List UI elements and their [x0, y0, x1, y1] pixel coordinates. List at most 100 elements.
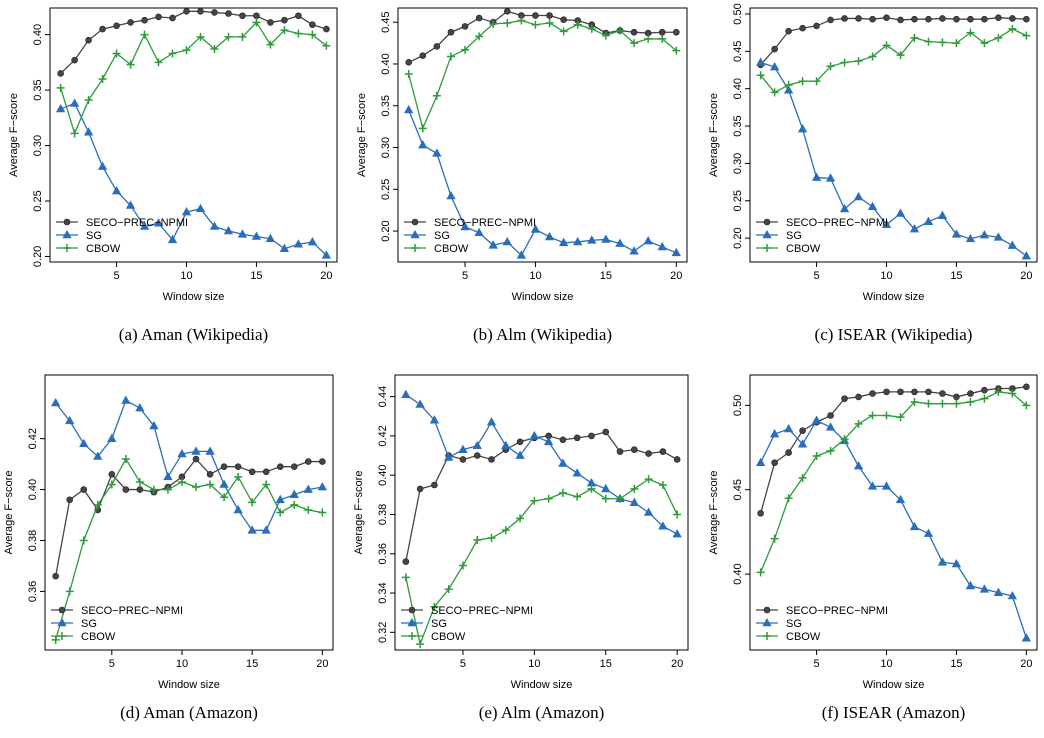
- legend-label: SECO−PREC−NPMI: [434, 217, 536, 229]
- x-tick-label: 15: [250, 270, 262, 282]
- marker: [517, 16, 526, 25]
- marker: [55, 103, 66, 113]
- marker: [897, 388, 904, 396]
- marker: [658, 481, 667, 489]
- x-tick-label: 20: [316, 658, 328, 670]
- marker: [812, 451, 821, 460]
- y-tick-label: 0.40: [27, 479, 39, 500]
- legend-marker: [58, 606, 66, 614]
- marker: [1023, 383, 1030, 391]
- x-tick-label: 15: [950, 658, 962, 670]
- marker: [113, 22, 120, 30]
- marker: [516, 438, 524, 446]
- marker: [965, 233, 976, 243]
- marker: [219, 479, 229, 488]
- y-tick-label: 0.20: [732, 227, 744, 248]
- x-tick-label: 5: [114, 270, 120, 282]
- marker: [854, 419, 863, 428]
- marker: [826, 62, 835, 71]
- marker: [881, 219, 892, 228]
- marker: [121, 395, 131, 404]
- marker: [826, 446, 835, 455]
- legend-marker: [763, 218, 771, 226]
- marker: [756, 71, 765, 80]
- marker: [938, 38, 947, 47]
- marker: [168, 49, 177, 58]
- marker: [57, 70, 64, 77]
- marker: [459, 456, 467, 463]
- y-axis-label: Average F−score: [356, 93, 368, 177]
- marker: [785, 449, 792, 456]
- marker: [1007, 240, 1018, 249]
- y-tick-label: 0.25: [732, 190, 744, 211]
- marker: [192, 455, 200, 463]
- x-tick-label: 5: [814, 658, 820, 670]
- x-tick-label: 20: [320, 270, 332, 282]
- marker: [529, 430, 540, 440]
- x-tick-label: 20: [670, 270, 682, 282]
- series-line: [408, 109, 677, 257]
- y-tick-label: 0.36: [27, 581, 39, 602]
- marker: [294, 29, 303, 38]
- marker: [237, 229, 248, 238]
- marker: [182, 46, 191, 55]
- marker: [225, 10, 232, 17]
- marker: [516, 250, 527, 259]
- marker: [444, 585, 453, 594]
- marker: [322, 41, 331, 50]
- marker: [995, 14, 1002, 22]
- marker: [262, 480, 271, 489]
- marker: [799, 24, 806, 32]
- series-line: [55, 399, 323, 531]
- marker: [868, 411, 877, 420]
- plot-frame: [749, 374, 1038, 651]
- marker: [784, 80, 793, 89]
- marker: [248, 498, 257, 507]
- marker: [896, 51, 905, 60]
- marker: [486, 417, 497, 426]
- x-tick-label: 5: [460, 658, 466, 670]
- marker: [841, 15, 848, 22]
- marker: [52, 572, 59, 580]
- legend-label: CBOW: [434, 243, 469, 255]
- y-tick-label: 0.30: [380, 137, 392, 158]
- marker: [783, 85, 794, 94]
- marker: [401, 573, 410, 582]
- marker: [643, 507, 654, 516]
- marker: [981, 386, 988, 394]
- legend-label: CBOW: [431, 631, 466, 643]
- marker: [321, 250, 332, 259]
- marker: [458, 444, 468, 453]
- legend-marker: [58, 632, 66, 640]
- marker: [516, 514, 525, 523]
- series-line: [408, 10, 677, 63]
- marker: [83, 127, 94, 136]
- marker: [559, 436, 567, 444]
- marker: [56, 83, 65, 92]
- marker: [293, 239, 304, 248]
- marker: [163, 485, 172, 494]
- y-tick-label: 0.20: [380, 220, 392, 241]
- marker: [924, 37, 933, 46]
- marker: [785, 27, 792, 35]
- legend-label: SECO−PREC−NPMI: [786, 605, 888, 617]
- x-axis-label: Window size: [863, 679, 925, 691]
- marker: [233, 504, 243, 514]
- marker: [71, 56, 78, 64]
- legend-marker: [63, 244, 71, 252]
- marker: [279, 243, 290, 252]
- legend-label: SG: [786, 618, 802, 630]
- marker: [196, 32, 205, 41]
- marker: [797, 123, 808, 133]
- y-tick-label: 0.34: [377, 582, 389, 603]
- y-axis-label: Average F−score: [353, 471, 365, 555]
- marker: [419, 52, 427, 59]
- series-line: [60, 102, 327, 256]
- marker: [769, 61, 780, 71]
- marker: [923, 216, 934, 225]
- marker: [192, 483, 201, 492]
- marker: [909, 224, 920, 233]
- marker: [938, 399, 947, 408]
- marker: [416, 640, 425, 649]
